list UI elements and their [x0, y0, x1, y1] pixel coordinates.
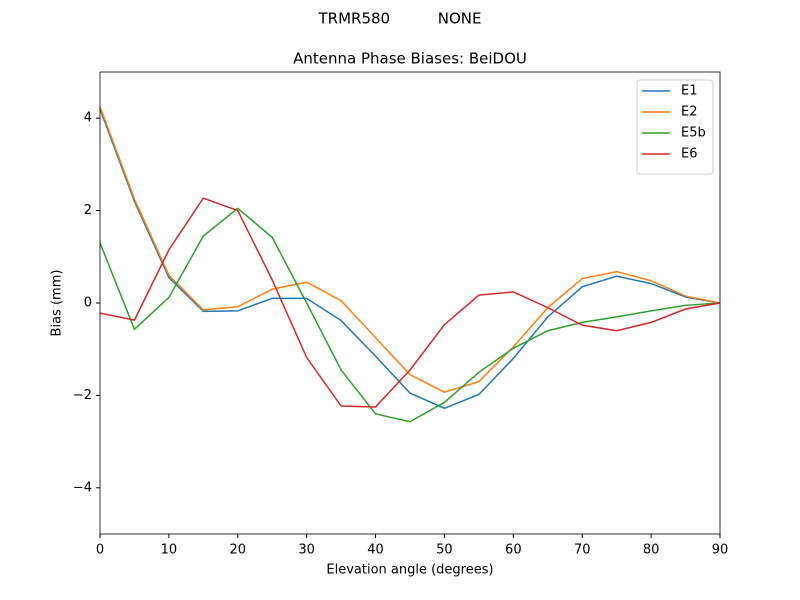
- y-tick-label: −2: [73, 388, 92, 403]
- y-tick-label: 2: [84, 203, 92, 218]
- series-line: [99, 207, 721, 423]
- series-line: [99, 106, 721, 393]
- x-tick-label: 90: [712, 543, 729, 558]
- x-tick-label: 0: [96, 543, 104, 558]
- legend-label: E5b: [681, 126, 706, 141]
- x-tick-label: 50: [436, 543, 453, 558]
- x-tick-label: 20: [230, 543, 247, 558]
- x-tick-label: 40: [367, 543, 384, 558]
- series-line: [99, 108, 721, 410]
- legend-label: E6: [681, 147, 698, 162]
- y-tick-label: 4: [84, 111, 92, 126]
- legend-box: [636, 79, 714, 175]
- x-tick-label: 70: [574, 543, 591, 558]
- x-axis-label: Elevation angle (degrees): [326, 563, 493, 578]
- y-tick-label: −4: [73, 480, 92, 495]
- series-line: [99, 197, 721, 408]
- chart-title: Antenna Phase Biases: BeiDOU: [293, 50, 527, 68]
- y-axis-label: Bias (mm): [50, 270, 65, 337]
- legend-label: E1: [681, 84, 698, 99]
- y-tick-label: 0: [84, 296, 92, 311]
- legend-label: E2: [681, 105, 698, 120]
- x-tick-label: 60: [505, 543, 522, 558]
- suptitle: TRMR580 NONE: [318, 10, 482, 28]
- x-tick-label: 30: [298, 543, 315, 558]
- plot-frame: [99, 71, 721, 535]
- x-tick-label: 10: [161, 543, 178, 558]
- x-tick-label: 80: [643, 543, 660, 558]
